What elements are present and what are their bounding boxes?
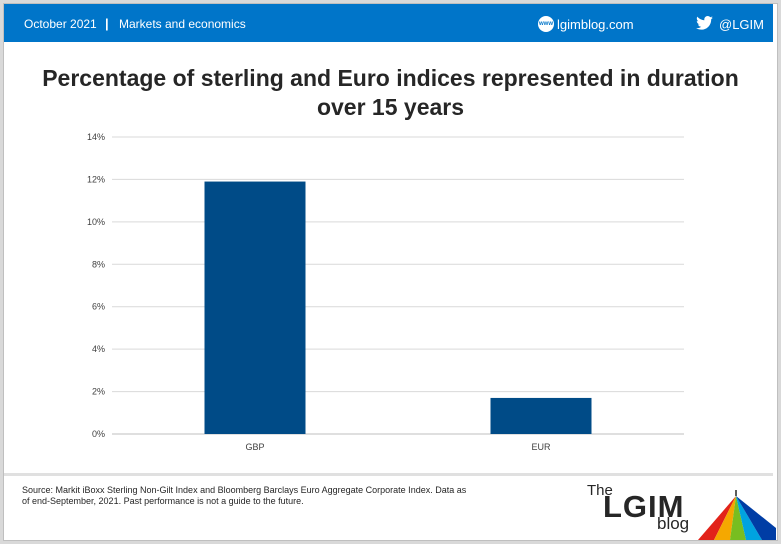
bar-gbp: [204, 181, 306, 434]
y-tick-label: 2%: [92, 387, 105, 397]
twitter-icon[interactable]: [696, 16, 713, 30]
header-separator: |: [105, 16, 109, 31]
lgim-blog-logo[interactable]: The LGIM blog: [576, 478, 776, 540]
logo-lgim: LGIM: [603, 489, 685, 524]
y-tick-label: 14%: [87, 132, 105, 142]
logo-blog: blog: [657, 514, 690, 533]
footer-divider: [4, 473, 773, 476]
y-tick-label: 10%: [87, 217, 105, 227]
x-tick-label: GBP: [245, 442, 264, 452]
page-frame: [3, 3, 778, 541]
y-tick-label: 0%: [92, 429, 105, 439]
chart-title: Percentage of sterling and Euro indices …: [42, 65, 739, 120]
y-tick-label: 6%: [92, 302, 105, 312]
globe-icon: www: [538, 16, 554, 32]
bar-eur: [490, 397, 592, 434]
header-bar: October 2021 | Markets and economics www…: [4, 4, 773, 42]
bar-chart: 0% 2% 4% 6% 8% 10% 12% 14% GBP EUR: [87, 132, 684, 452]
y-tick-label: 12%: [87, 174, 105, 184]
umbrella-icon: [698, 490, 776, 540]
logo-the: The: [587, 482, 613, 499]
y-tick-label: 8%: [92, 259, 105, 269]
x-tick-label: EUR: [531, 442, 551, 452]
twitter-handle[interactable]: @LGIM: [719, 17, 764, 32]
section-link[interactable]: Markets and economics: [119, 17, 246, 31]
source-note: Source: Markit iBoxx Sterling Non-Gilt I…: [22, 485, 467, 506]
site-link[interactable]: lgimblog.com: [557, 17, 634, 32]
y-tick-label: 4%: [92, 344, 105, 354]
date-label: October 2021: [24, 17, 97, 31]
